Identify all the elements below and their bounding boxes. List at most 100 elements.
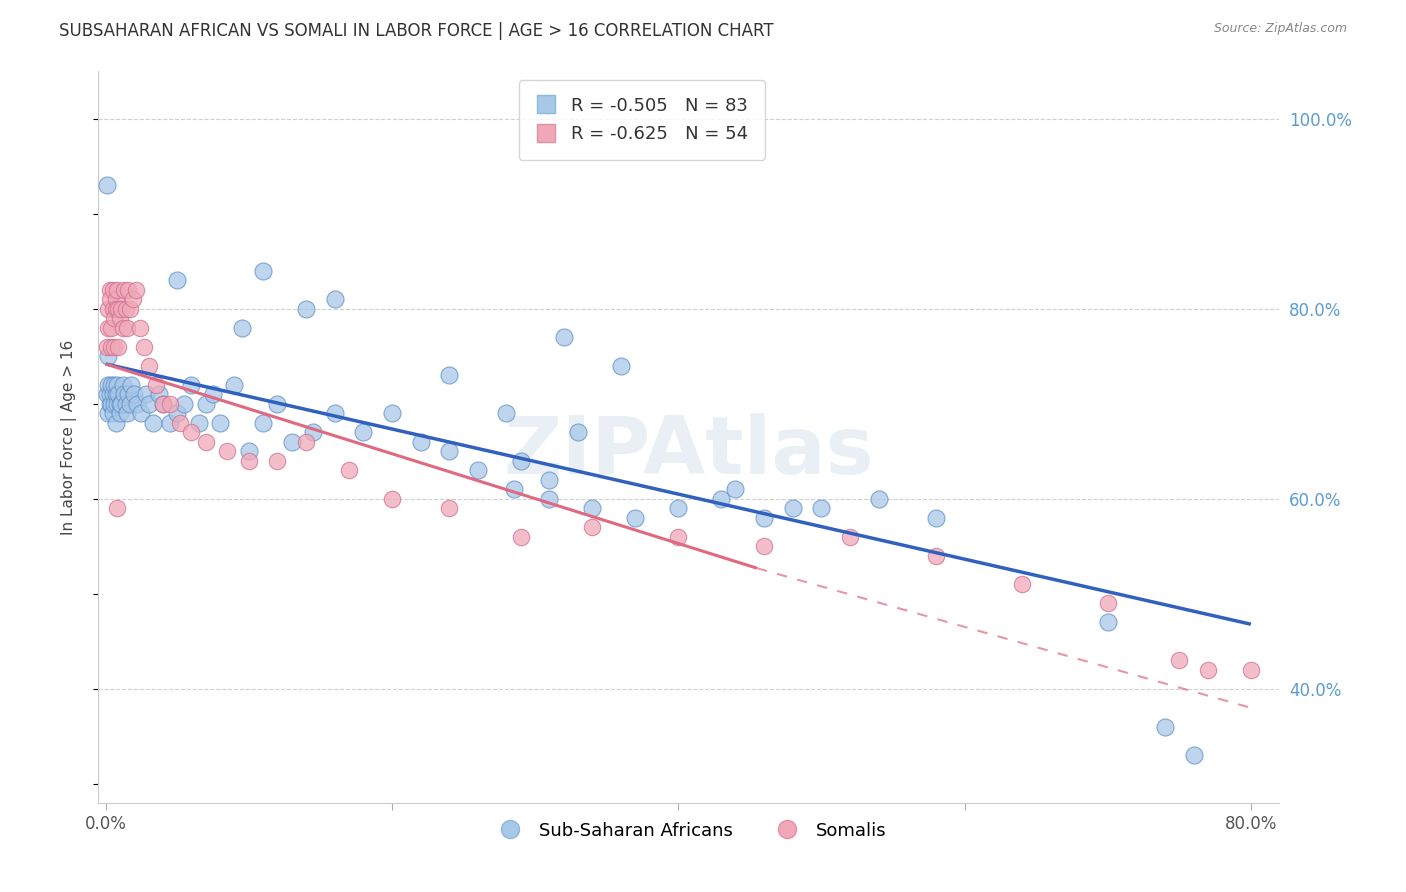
- Point: [409, 434, 432, 449]
- Point: [108, 311, 131, 326]
- Point: [437, 444, 460, 458]
- Point: [752, 511, 775, 525]
- Point: [194, 397, 217, 411]
- Point: [152, 397, 174, 411]
- Point: [724, 483, 747, 497]
- Point: [437, 368, 460, 383]
- Point: [118, 301, 141, 316]
- Point: [117, 387, 139, 401]
- Point: [108, 406, 131, 420]
- Point: [381, 491, 404, 506]
- Point: [101, 406, 124, 420]
- Point: [502, 483, 524, 497]
- Point: [107, 340, 129, 354]
- Point: [495, 406, 517, 420]
- Point: [252, 416, 274, 430]
- Point: [111, 377, 134, 392]
- Point: [115, 406, 138, 420]
- Point: [752, 539, 775, 553]
- Y-axis label: In Labor Force | Age > 16: In Labor Force | Age > 16: [60, 340, 77, 534]
- Point: [122, 387, 145, 401]
- Point: [138, 359, 160, 373]
- Point: [280, 434, 302, 449]
- Point: [302, 425, 325, 440]
- Point: [166, 273, 188, 287]
- Point: [567, 425, 589, 440]
- Point: [117, 283, 139, 297]
- Point: [1168, 653, 1191, 667]
- Point: [194, 434, 217, 449]
- Point: [103, 311, 125, 326]
- Point: [173, 397, 195, 411]
- Point: [666, 501, 689, 516]
- Point: [103, 340, 125, 354]
- Point: [103, 377, 125, 392]
- Point: [105, 283, 128, 297]
- Point: [107, 301, 129, 316]
- Point: [295, 301, 318, 316]
- Point: [101, 387, 124, 401]
- Point: [120, 377, 142, 392]
- Text: Source: ZipAtlas.com: Source: ZipAtlas.com: [1213, 22, 1347, 36]
- Point: [131, 406, 153, 420]
- Legend: Sub-Saharan Africans, Somalis: Sub-Saharan Africans, Somalis: [482, 813, 896, 848]
- Point: [252, 264, 274, 278]
- Point: [553, 330, 575, 344]
- Point: [108, 397, 131, 411]
- Point: [231, 321, 253, 335]
- Point: [925, 549, 948, 563]
- Point: [1154, 720, 1177, 734]
- Point: [1097, 615, 1119, 630]
- Point: [710, 491, 733, 506]
- Point: [101, 301, 124, 316]
- Point: [114, 301, 136, 316]
- Point: [112, 283, 135, 297]
- Point: [201, 387, 224, 401]
- Point: [581, 501, 603, 516]
- Point: [138, 397, 160, 411]
- Point: [180, 425, 202, 440]
- Point: [169, 416, 191, 430]
- Point: [238, 444, 260, 458]
- Point: [105, 397, 128, 411]
- Point: [381, 406, 404, 420]
- Point: [104, 301, 127, 316]
- Point: [100, 377, 122, 392]
- Point: [134, 340, 156, 354]
- Point: [98, 397, 121, 411]
- Point: [1011, 577, 1033, 591]
- Point: [467, 463, 489, 477]
- Point: [97, 406, 120, 420]
- Point: [839, 530, 862, 544]
- Point: [810, 501, 832, 516]
- Point: [209, 416, 232, 430]
- Point: [112, 387, 135, 401]
- Point: [97, 349, 120, 363]
- Point: [100, 397, 122, 411]
- Point: [323, 406, 346, 420]
- Point: [217, 444, 239, 458]
- Point: [509, 530, 531, 544]
- Point: [121, 293, 143, 307]
- Point: [98, 283, 121, 297]
- Point: [1097, 596, 1119, 610]
- Point: [1197, 663, 1219, 677]
- Point: [97, 301, 120, 316]
- Point: [104, 416, 127, 430]
- Point: [581, 520, 603, 534]
- Point: [104, 293, 127, 307]
- Point: [266, 454, 288, 468]
- Point: [166, 406, 188, 420]
- Point: [118, 397, 141, 411]
- Point: [97, 377, 120, 392]
- Point: [159, 416, 181, 430]
- Text: ZIPAtlas: ZIPAtlas: [503, 413, 875, 491]
- Point: [105, 501, 128, 516]
- Point: [105, 377, 128, 392]
- Point: [868, 491, 890, 506]
- Point: [98, 387, 121, 401]
- Point: [115, 321, 138, 335]
- Point: [295, 434, 318, 449]
- Point: [238, 454, 260, 468]
- Point: [148, 387, 170, 401]
